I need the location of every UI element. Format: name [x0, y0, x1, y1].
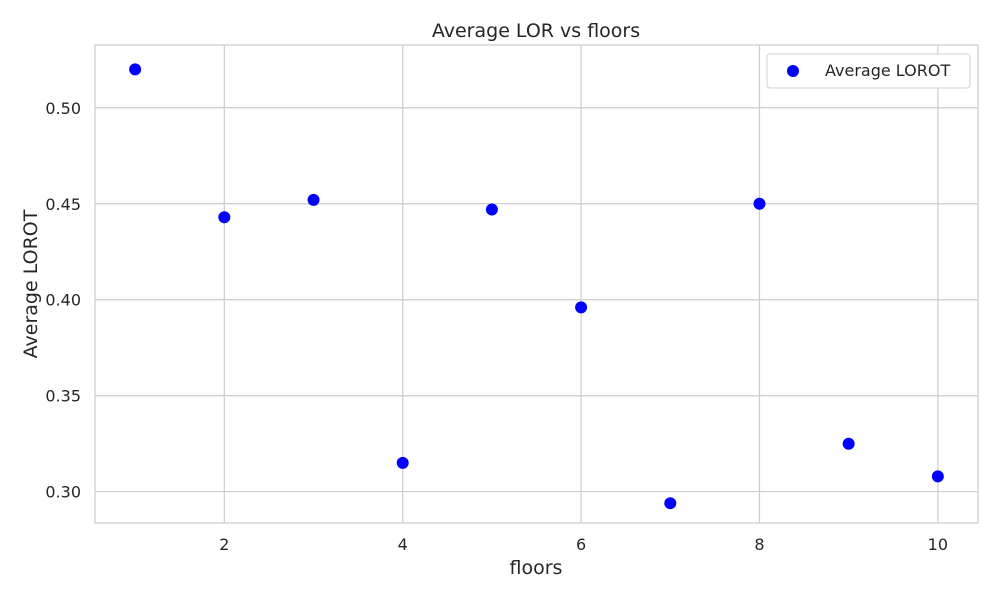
y-tick-label: 0.35: [45, 387, 81, 406]
data-point: [129, 63, 142, 76]
y-tick-label: 0.50: [45, 99, 81, 118]
x-tick-label: 4: [398, 535, 408, 554]
x-tick-label: 2: [219, 535, 229, 554]
data-point: [931, 470, 944, 483]
plot-area-frame: [94, 44, 979, 524]
data-point: [842, 437, 855, 450]
legend-marker: [787, 65, 799, 77]
data-point: [575, 301, 588, 314]
y-tick-label: 0.45: [45, 195, 81, 214]
data-point: [753, 197, 766, 210]
data-point: [485, 203, 498, 216]
y-tick-label: 0.30: [45, 483, 81, 502]
legend-box: [766, 53, 971, 89]
chart-title: Average LOR vs floors: [432, 20, 640, 42]
x-tick-label: 6: [576, 535, 586, 554]
grid-lines: [95, 45, 978, 523]
legend-label: Average LOROT: [825, 61, 950, 80]
y-axis-title: Average LOROT: [20, 209, 42, 358]
x-tick-label: 10: [928, 535, 948, 554]
x-tick-labels: 2 4 6 8 10: [219, 535, 948, 554]
data-point: [307, 193, 320, 206]
y-tick-label: 0.40: [45, 291, 81, 310]
data-points: [129, 63, 944, 510]
x-tick-label: 8: [754, 535, 764, 554]
data-point: [218, 211, 231, 224]
legend: Average LOROT: [766, 53, 971, 89]
data-point: [396, 456, 409, 469]
y-tick-labels: 0.30 0.35 0.40 0.45 0.50: [45, 99, 81, 502]
x-axis-title: floors: [510, 557, 563, 579]
data-point: [664, 497, 677, 510]
